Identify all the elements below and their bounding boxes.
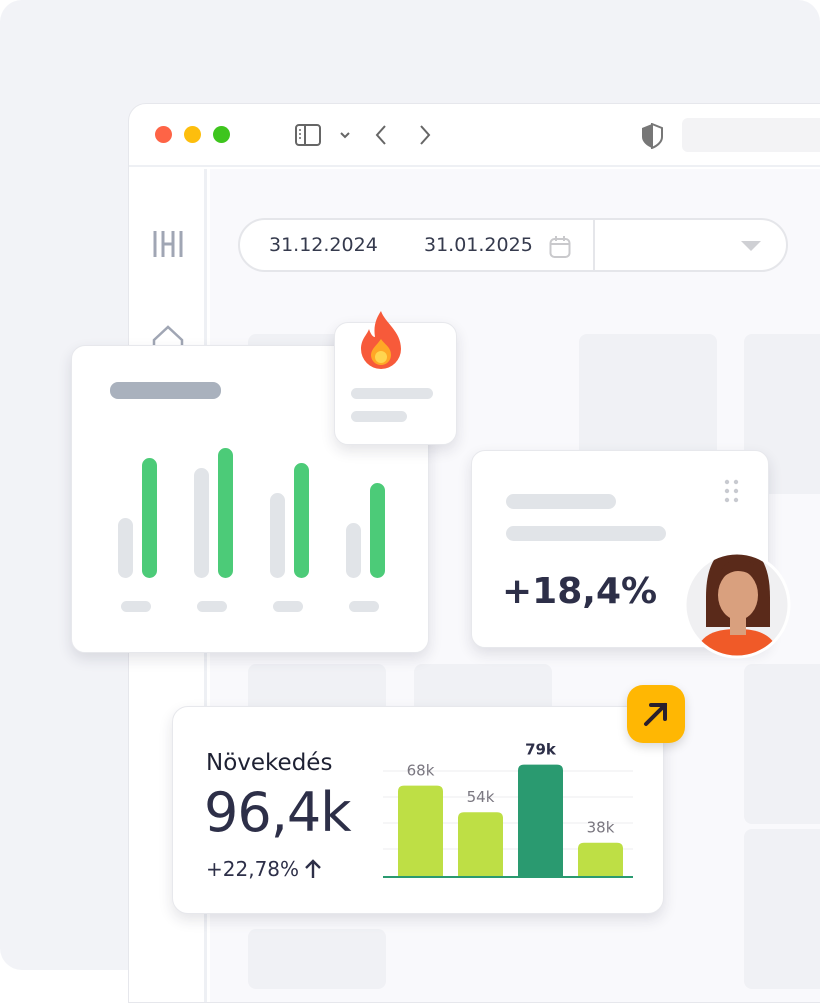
text-placeholder — [506, 494, 616, 509]
mini-bar — [142, 458, 157, 578]
back-icon[interactable] — [374, 124, 388, 146]
label-placeholder — [121, 601, 151, 612]
address-bar[interactable] — [682, 118, 820, 152]
bar — [518, 764, 563, 877]
placeholder-tile — [248, 929, 386, 989]
mini-bar — [194, 468, 209, 578]
arrow-up-icon — [305, 859, 321, 878]
bar-label: 38k — [587, 819, 615, 837]
open-link-button[interactable] — [627, 685, 685, 743]
chevron-down-icon[interactable] — [339, 131, 351, 139]
close-window-button[interactable] — [155, 126, 172, 143]
dropdown-caret-icon[interactable] — [740, 240, 762, 252]
growth-card: Növekedés 96,4k +22,78% 68k 54k 79k 38k — [172, 706, 664, 914]
label-placeholder — [197, 601, 227, 612]
bar-label: 68k — [407, 762, 435, 780]
label-placeholder — [349, 601, 379, 612]
mini-bar — [294, 463, 309, 578]
calendar-icon[interactable] — [549, 235, 571, 259]
placeholder-tile — [744, 829, 820, 989]
text-placeholder — [351, 411, 407, 422]
growth-change-value: +22,78% — [206, 857, 300, 881]
bar — [398, 785, 443, 877]
bar-label: 79k — [525, 741, 557, 759]
start-date[interactable]: 31.12.2024 — [269, 234, 378, 256]
bar — [458, 812, 503, 877]
text-placeholder — [351, 388, 433, 399]
title-bar — [129, 104, 820, 167]
mini-bar — [218, 448, 233, 578]
stat-value: +18,4% — [502, 571, 658, 612]
date-range-filter[interactable]: 31.12.2024 31.01.2025 — [238, 218, 788, 272]
end-date[interactable]: 31.01.2025 — [424, 234, 533, 256]
mini-bar — [270, 493, 285, 578]
fire-icon — [361, 311, 401, 369]
maximize-window-button[interactable] — [213, 126, 230, 143]
mini-bar — [118, 518, 133, 578]
bar — [578, 842, 623, 877]
hot-card — [334, 311, 457, 445]
title-placeholder — [110, 382, 221, 399]
mini-bar — [370, 483, 385, 578]
growth-value: 96,4k — [204, 781, 352, 844]
shield-icon[interactable] — [641, 123, 663, 149]
text-placeholder — [506, 526, 666, 541]
forward-icon[interactable] — [418, 124, 432, 146]
minimize-window-button[interactable] — [184, 126, 201, 143]
mini-bar-chart — [118, 446, 388, 578]
label-placeholder — [273, 601, 303, 612]
logo-icon — [153, 231, 183, 257]
growth-change: +22,78% — [206, 857, 321, 881]
arrow-up-right-icon — [644, 703, 667, 726]
bar-label: 54k — [467, 788, 495, 806]
sidebar-toggle-icon[interactable] — [295, 124, 321, 146]
growth-bar-chart: 68k 54k 79k 38k — [383, 741, 633, 878]
avatar — [684, 551, 791, 659]
growth-title: Növekedés — [206, 750, 333, 776]
mini-bar — [346, 523, 361, 578]
divider — [593, 220, 595, 270]
drag-handle-icon[interactable] — [724, 479, 740, 505]
placeholder-tile — [744, 664, 820, 824]
